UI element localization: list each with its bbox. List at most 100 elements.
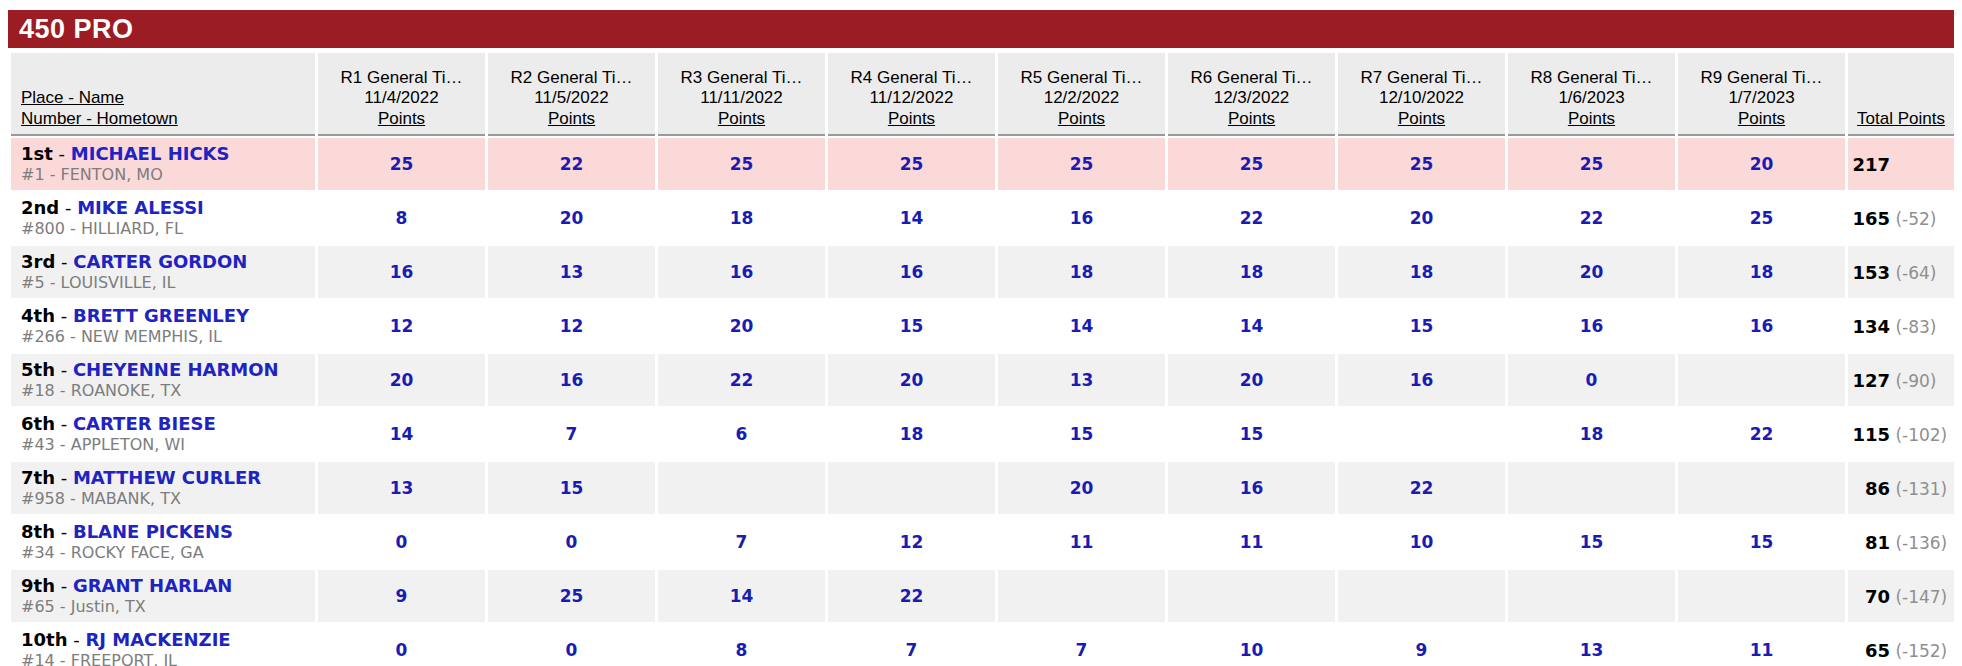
rider-row: 3rd - CARTER GORDON#5 - LOUISVILLE, IL16… bbox=[11, 246, 1954, 298]
rider-row: 1st - MICHAEL HICKS#1 - FENTON, MO252225… bbox=[11, 138, 1954, 190]
points-cell-r4 bbox=[828, 462, 995, 514]
points-cell-r4: 22 bbox=[828, 570, 995, 622]
points-cell-r3: 22 bbox=[658, 354, 825, 406]
points-cell-r5: 11 bbox=[998, 516, 1165, 568]
rider-cell: 3rd - CARTER GORDON#5 - LOUISVILLE, IL bbox=[11, 246, 315, 298]
points-cell-r9: 11 bbox=[1678, 624, 1845, 666]
points-cell-r4: 14 bbox=[828, 192, 995, 244]
total-points-cell: 134 (-83) bbox=[1848, 300, 1954, 352]
sort-points-link-r6[interactable]: Points bbox=[1228, 109, 1275, 128]
points-cell-r7: 20 bbox=[1338, 192, 1505, 244]
round-header-cell-r8: R8 General Ti…1/6/2023Points bbox=[1508, 53, 1675, 136]
points-cell-r7: 10 bbox=[1338, 516, 1505, 568]
points-cell-r2: 0 bbox=[488, 624, 655, 666]
round-header-cell-r1: R1 General Ti…11/4/2022Points bbox=[318, 53, 485, 136]
rider-place-name-line: 1st - MICHAEL HICKS bbox=[21, 143, 314, 164]
sort-points-link-r8[interactable]: Points bbox=[1568, 109, 1615, 128]
points-cell-r9 bbox=[1678, 462, 1845, 514]
rider-name-link[interactable]: CHEYENNE HARMON bbox=[73, 359, 279, 380]
points-cell-r6: 14 bbox=[1168, 300, 1335, 352]
header-row: Place - Name Number - Hometown R1 Genera… bbox=[11, 53, 1954, 136]
rider-cell: 2nd - MIKE ALESSI#800 - HILLIARD, FL bbox=[11, 192, 315, 244]
sort-place-name-link[interactable]: Place - Name bbox=[21, 87, 315, 108]
rider-cell: 4th - BRETT GREENLEY#266 - NEW MEMPHIS, … bbox=[11, 300, 315, 352]
rider-name-link[interactable]: MICHAEL HICKS bbox=[71, 143, 230, 164]
points-cell-r3: 18 bbox=[658, 192, 825, 244]
rider-place-name-line: 8th - BLANE PICKENS bbox=[21, 521, 314, 542]
sort-total-points-link[interactable]: Total Points bbox=[1857, 109, 1945, 128]
points-cell-r3: 7 bbox=[658, 516, 825, 568]
rider-place: 4th bbox=[21, 305, 55, 326]
points-behind-leader: (-136) bbox=[1890, 533, 1950, 553]
total-points-value: 134 bbox=[1852, 316, 1890, 337]
round-header-cell-r2: R2 General Ti…11/5/2022Points bbox=[488, 53, 655, 136]
rider-place: 7th bbox=[21, 467, 55, 488]
points-cell-r2: 7 bbox=[488, 408, 655, 460]
round-header-cell-r9: R9 General Ti…1/7/2023Points bbox=[1678, 53, 1845, 136]
sort-points-link-r5[interactable]: Points bbox=[1058, 109, 1105, 128]
points-cell-r7 bbox=[1338, 408, 1505, 460]
rider-number-hometown: #43 - APPLETON, WI bbox=[21, 435, 314, 455]
separator-dash: - bbox=[55, 413, 73, 434]
points-cell-r5: 14 bbox=[998, 300, 1165, 352]
round-header-cell-r7: R7 General Ti…12/10/2022Points bbox=[1338, 53, 1505, 136]
sort-points-link-r2[interactable]: Points bbox=[548, 109, 595, 128]
points-cell-r8: 20 bbox=[1508, 246, 1675, 298]
sort-points-link-r1[interactable]: Points bbox=[378, 109, 425, 128]
points-cell-r6: 18 bbox=[1168, 246, 1335, 298]
points-cell-r1: 0 bbox=[318, 624, 485, 666]
sort-points-link-r3[interactable]: Points bbox=[718, 109, 765, 128]
rider-name-link[interactable]: CARTER BIESE bbox=[73, 413, 216, 434]
rider-place-name-line: 7th - MATTHEW CURLER bbox=[21, 467, 314, 488]
rider-name-link[interactable]: CARTER GORDON bbox=[73, 251, 247, 272]
rider-place-name-line: 9th - GRANT HARLAN bbox=[21, 575, 314, 596]
round-title: R7 General Ti… bbox=[1338, 68, 1505, 88]
rider-place: 6th bbox=[21, 413, 55, 434]
rider-name-link[interactable]: MATTHEW CURLER bbox=[73, 467, 261, 488]
total-points-cell: 115 (-102) bbox=[1848, 408, 1954, 460]
points-cell-r3: 20 bbox=[658, 300, 825, 352]
round-header-cell-r5: R5 General Ti…12/2/2022Points bbox=[998, 53, 1165, 136]
rider-cell: 7th - MATTHEW CURLER#958 - MABANK, TX bbox=[11, 462, 315, 514]
rider-row: 7th - MATTHEW CURLER#958 - MABANK, TX131… bbox=[11, 462, 1954, 514]
points-cell-r7 bbox=[1338, 570, 1505, 622]
points-cell-r9: 15 bbox=[1678, 516, 1845, 568]
rider-number-hometown: #958 - MABANK, TX bbox=[21, 489, 314, 509]
rider-name-link[interactable]: BLANE PICKENS bbox=[73, 521, 233, 542]
round-header-cell-r4: R4 General Ti…11/12/2022Points bbox=[828, 53, 995, 136]
rider-place-name-line: 10th - RJ MACKENZIE bbox=[21, 629, 314, 650]
round-date: 11/5/2022 bbox=[488, 88, 655, 108]
points-cell-r6: 11 bbox=[1168, 516, 1335, 568]
points-cell-r2: 13 bbox=[488, 246, 655, 298]
sort-number-hometown-link[interactable]: Number - Hometown bbox=[21, 108, 315, 129]
rider-name-link[interactable]: GRANT HARLAN bbox=[73, 575, 233, 596]
rider-name-link[interactable]: BRETT GREENLEY bbox=[73, 305, 249, 326]
points-cell-r8: 15 bbox=[1508, 516, 1675, 568]
round-date: 1/7/2023 bbox=[1678, 88, 1845, 108]
rider-number-hometown: #14 - FREEPORT, IL bbox=[21, 651, 314, 666]
points-cell-r8: 22 bbox=[1508, 192, 1675, 244]
points-cell-r2: 22 bbox=[488, 138, 655, 190]
separator-dash: - bbox=[55, 575, 73, 596]
separator-dash: - bbox=[55, 251, 73, 272]
sort-points-link-r4[interactable]: Points bbox=[888, 109, 935, 128]
points-cell-r6: 22 bbox=[1168, 192, 1335, 244]
round-header-cell-r3: R3 General Ti…11/11/2022Points bbox=[658, 53, 825, 136]
round-title: R1 General Ti… bbox=[318, 68, 485, 88]
separator-dash: - bbox=[59, 197, 77, 218]
total-points-cell: 165 (-52) bbox=[1848, 192, 1954, 244]
rider-name-link[interactable]: MIKE ALESSI bbox=[77, 197, 204, 218]
rider-row: 9th - GRANT HARLAN#65 - Justin, TX925142… bbox=[11, 570, 1954, 622]
sort-points-link-r9[interactable]: Points bbox=[1738, 109, 1785, 128]
total-points-cell: 81 (-136) bbox=[1848, 516, 1954, 568]
points-cell-r8: 13 bbox=[1508, 624, 1675, 666]
points-cell-r5: 20 bbox=[998, 462, 1165, 514]
standings-page: 450 PRO Place - Name Number - Hometown R… bbox=[0, 0, 1962, 666]
points-cell-r7: 18 bbox=[1338, 246, 1505, 298]
rider-name-link[interactable]: RJ MACKENZIE bbox=[85, 629, 230, 650]
sort-points-link-r7[interactable]: Points bbox=[1398, 109, 1445, 128]
points-cell-r1: 13 bbox=[318, 462, 485, 514]
rider-place-name-line: 4th - BRETT GREENLEY bbox=[21, 305, 314, 326]
rider-place: 8th bbox=[21, 521, 55, 542]
points-cell-r7: 9 bbox=[1338, 624, 1505, 666]
